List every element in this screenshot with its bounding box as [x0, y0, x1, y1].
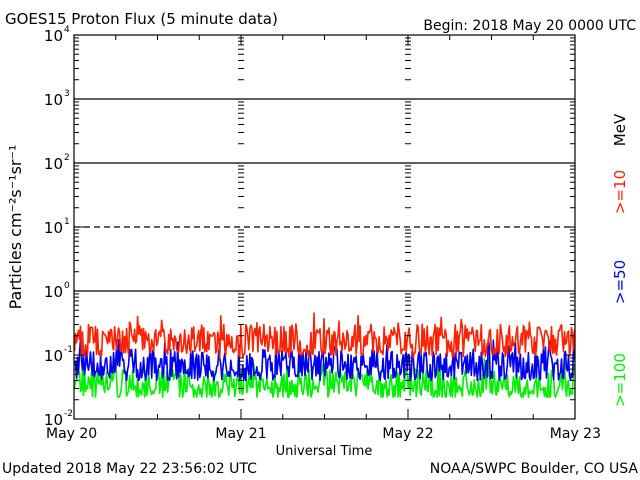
y-axis-label: Particles cm⁻²s⁻¹sr⁻¹	[6, 145, 25, 310]
y-tick-label: 10	[44, 219, 63, 237]
y-tick-exponent: 4	[64, 25, 70, 35]
y-tick-exponent: 0	[64, 281, 70, 291]
updated-timestamp: Updated 2018 May 22 23:56:02 UTC	[2, 461, 257, 477]
y-tick-exponent: 3	[64, 89, 70, 99]
x-tick-label: May 21	[215, 426, 266, 442]
legend-ge10: >=10	[611, 170, 629, 214]
y-tick-exponent: -1	[64, 345, 73, 355]
day-boundary-ticks	[238, 37, 411, 401]
y-tick-label: 10	[44, 155, 63, 173]
y-tick-label: 10	[44, 347, 63, 365]
y-tick-label: 10	[44, 27, 63, 45]
series-line	[73, 312, 576, 359]
legend-unit: MeV	[611, 113, 629, 146]
y-tick-label: 10	[44, 411, 63, 429]
legend-ge100: >=100	[611, 353, 629, 407]
data-traces	[73, 312, 576, 398]
legend-ge50: >=50	[611, 260, 629, 304]
x-tick-label: May 20	[46, 426, 97, 442]
x-axis-ticks: May 20 May 21 May 22 May 23	[46, 35, 601, 442]
y-tick-exponent: 2	[64, 153, 70, 163]
y-tick-exponent: -2	[64, 409, 73, 419]
series-line	[73, 338, 576, 382]
data-source: NOAA/SWPC Boulder, CO USA	[430, 461, 639, 477]
begin-time-label: Begin: 2018 May 20 0000 UTC	[423, 18, 636, 34]
y-tick-label: 10	[44, 91, 63, 109]
x-tick-label: May 22	[382, 426, 433, 442]
threshold-lines	[74, 98, 575, 292]
y-tick-exponent: 1	[64, 217, 70, 227]
x-tick-label: May 23	[550, 426, 601, 442]
y-tick-label: 10	[44, 283, 63, 301]
chart-title: GOES15 Proton Flux (5 minute data)	[5, 10, 278, 28]
x-axis-label: Universal Time	[276, 444, 373, 459]
